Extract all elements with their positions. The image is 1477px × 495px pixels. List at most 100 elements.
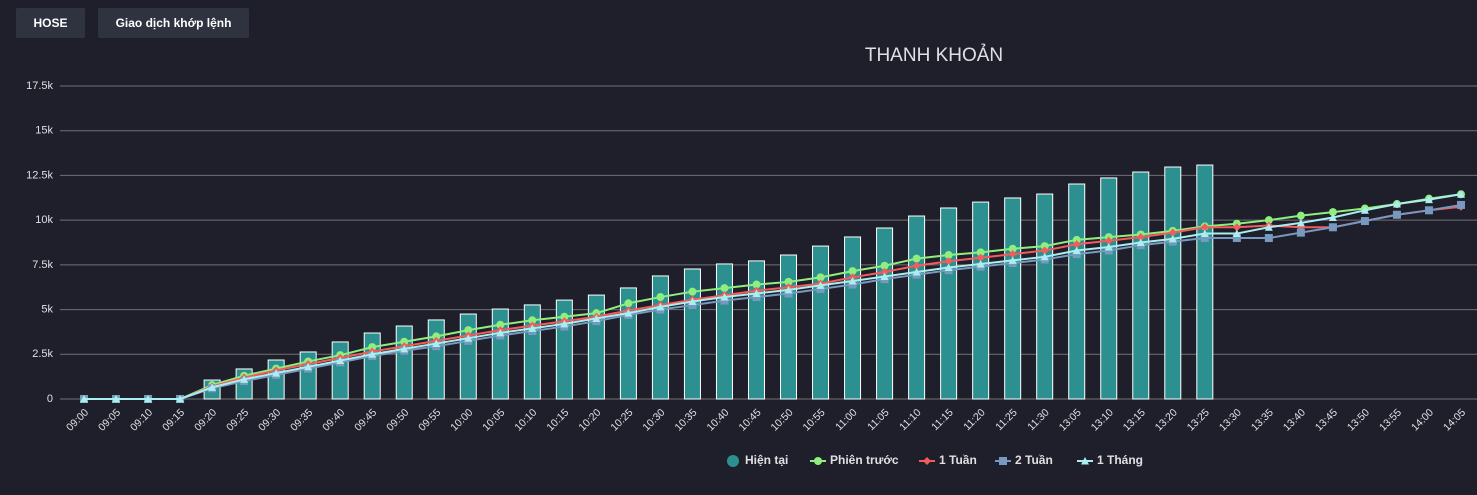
point	[368, 343, 377, 352]
y-tick-label: 5k	[41, 303, 53, 315]
point	[1392, 200, 1401, 209]
x-tick-label: 09:05	[96, 406, 123, 433]
point	[1392, 210, 1401, 219]
point	[1328, 208, 1337, 217]
point	[272, 366, 281, 375]
button[interactable]: HOSE	[16, 8, 85, 38]
x-tick-label: 13:05	[1057, 406, 1084, 433]
point	[528, 324, 537, 332]
point	[688, 287, 697, 296]
x-tick-label: 13:35	[1249, 406, 1276, 433]
legend-label: 2 Tuần	[1015, 453, 1053, 467]
x-tick-label: 10:00	[448, 406, 475, 433]
point	[208, 381, 217, 390]
y-tick-label: 15k	[35, 125, 53, 137]
point	[944, 266, 953, 275]
point	[1008, 244, 1017, 253]
point	[720, 293, 729, 301]
x-tick-label: 10:10	[512, 406, 539, 433]
bar	[972, 201, 990, 400]
x-tick-label: 14:00	[1409, 406, 1436, 433]
bar	[812, 245, 830, 400]
legend-marker	[923, 457, 931, 465]
point	[240, 377, 249, 386]
point	[1392, 210, 1401, 219]
x-tick-label: 13:55	[1377, 406, 1404, 433]
point	[1264, 234, 1273, 243]
point	[1360, 204, 1369, 213]
point	[80, 395, 89, 403]
bar	[235, 368, 253, 400]
point	[816, 273, 825, 282]
x-tick-label: 09:30	[256, 406, 283, 433]
point	[784, 283, 793, 292]
x-tick-label: 10:25	[608, 406, 635, 433]
line	[84, 205, 1462, 400]
x-tick-label: 10:45	[737, 406, 764, 433]
point	[368, 347, 377, 356]
point	[144, 395, 153, 403]
bar	[876, 227, 894, 400]
x-tick-label: 10:50	[769, 406, 796, 433]
x-tick-label: 09:25	[224, 406, 251, 433]
point	[528, 327, 537, 336]
y-tick-label: 7.5k	[32, 259, 53, 271]
bar	[715, 263, 733, 400]
point	[112, 395, 121, 403]
point	[1424, 194, 1433, 203]
point	[656, 305, 665, 314]
point	[656, 293, 665, 302]
point	[784, 289, 793, 298]
point	[976, 253, 985, 262]
point	[336, 353, 345, 362]
point	[1360, 217, 1369, 226]
point	[624, 306, 633, 315]
x-tick-label: 13:30	[1217, 406, 1244, 433]
point	[208, 382, 217, 391]
point	[1072, 250, 1081, 259]
point	[1104, 233, 1113, 242]
point	[752, 289, 761, 297]
point	[1296, 223, 1305, 232]
point	[1136, 241, 1145, 250]
point	[720, 296, 729, 305]
bar	[523, 304, 541, 400]
x-tick-label: 11:15	[929, 406, 956, 433]
point	[400, 346, 409, 355]
point	[368, 352, 377, 361]
point	[880, 261, 889, 270]
point	[912, 261, 921, 270]
legend-label: 1 Tuần	[939, 453, 977, 467]
point	[816, 279, 825, 288]
point	[1072, 240, 1081, 249]
button[interactable]: Giao dịch khớp lệnh	[98, 8, 249, 38]
point	[1232, 219, 1241, 228]
bar	[203, 379, 221, 400]
x-tick-label: 11:20	[961, 406, 988, 433]
bar	[1164, 166, 1182, 400]
point	[1040, 255, 1049, 264]
point	[1232, 234, 1241, 243]
point	[1264, 216, 1273, 225]
bar	[940, 207, 958, 400]
point	[1264, 223, 1273, 231]
point	[1168, 237, 1177, 246]
legend-marker	[999, 457, 1007, 465]
point	[1008, 256, 1017, 264]
point	[1360, 217, 1369, 226]
point	[880, 272, 889, 280]
x-tick-label: 14:05	[1441, 406, 1468, 433]
point	[944, 251, 953, 260]
point	[176, 395, 185, 403]
point	[304, 362, 313, 371]
bar	[363, 332, 381, 400]
x-tick-label: 13:15	[1121, 406, 1148, 433]
point	[304, 364, 313, 373]
y-tick-label: 10k	[35, 214, 53, 226]
x-tick-label: 13:40	[1281, 406, 1308, 433]
point	[912, 268, 921, 276]
point	[1200, 234, 1209, 243]
point	[720, 284, 729, 293]
